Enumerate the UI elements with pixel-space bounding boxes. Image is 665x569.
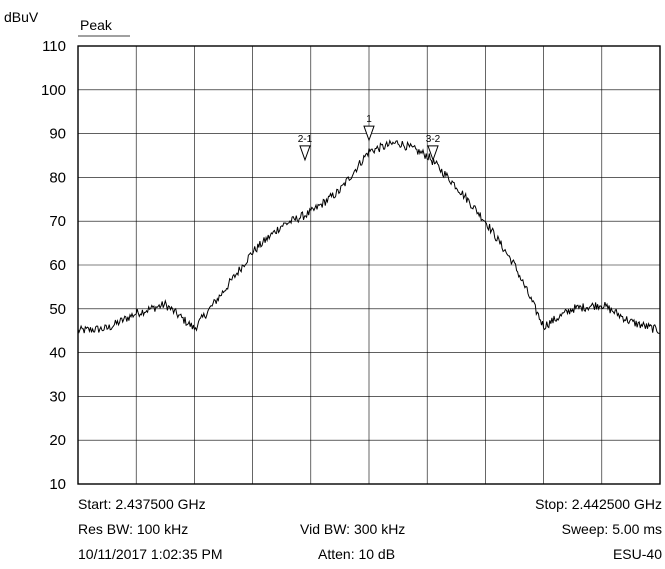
marker-triangle (427, 145, 439, 162)
grid (78, 46, 660, 484)
attenuation: Atten: 10 dB (318, 546, 396, 562)
sweep-time: Sweep: 5.00 ms (561, 521, 662, 537)
y-tick-label: 80 (49, 169, 66, 186)
y-tick-label: 10 (49, 476, 66, 493)
resolution-bandwidth: Res BW: 100 kHz (78, 521, 189, 537)
spectrum-trace (77, 139, 660, 334)
y-tick-label: 70 (49, 213, 66, 230)
stop-frequency: Stop: 2.442500 GHz (535, 496, 662, 512)
y-tick-label: 50 (49, 301, 66, 318)
y-tick-label: 100 (41, 82, 66, 99)
y-tick-label: 110 (42, 38, 66, 55)
video-bandwidth: Vid BW: 300 kHz (300, 521, 406, 537)
y-tick-labels: 10 20 30 40 50 60 70 80 90 100 110 (41, 38, 66, 493)
marker-label: 3-2 (426, 134, 441, 145)
marker-triangle (299, 145, 311, 162)
y-axis-label: dBuV (4, 9, 39, 25)
marker-triangle (363, 125, 375, 142)
markers: 1 2-1 3-2 (298, 114, 441, 162)
y-tick-label: 60 (49, 257, 66, 274)
start-frequency: Start: 2.437500 GHz (78, 496, 206, 512)
marker-label: 2-1 (298, 134, 313, 145)
y-tick-label: 40 (49, 345, 66, 362)
trace-label: Peak (80, 17, 113, 33)
y-tick-label: 90 (49, 126, 66, 143)
y-tick-label: 30 (49, 388, 66, 405)
marker-label: 1 (366, 114, 372, 125)
instrument-model: ESU-40 (612, 546, 662, 562)
timestamp: 10/11/2017 1:02:35 PM (78, 546, 223, 562)
y-tick-label: 20 (49, 432, 66, 449)
